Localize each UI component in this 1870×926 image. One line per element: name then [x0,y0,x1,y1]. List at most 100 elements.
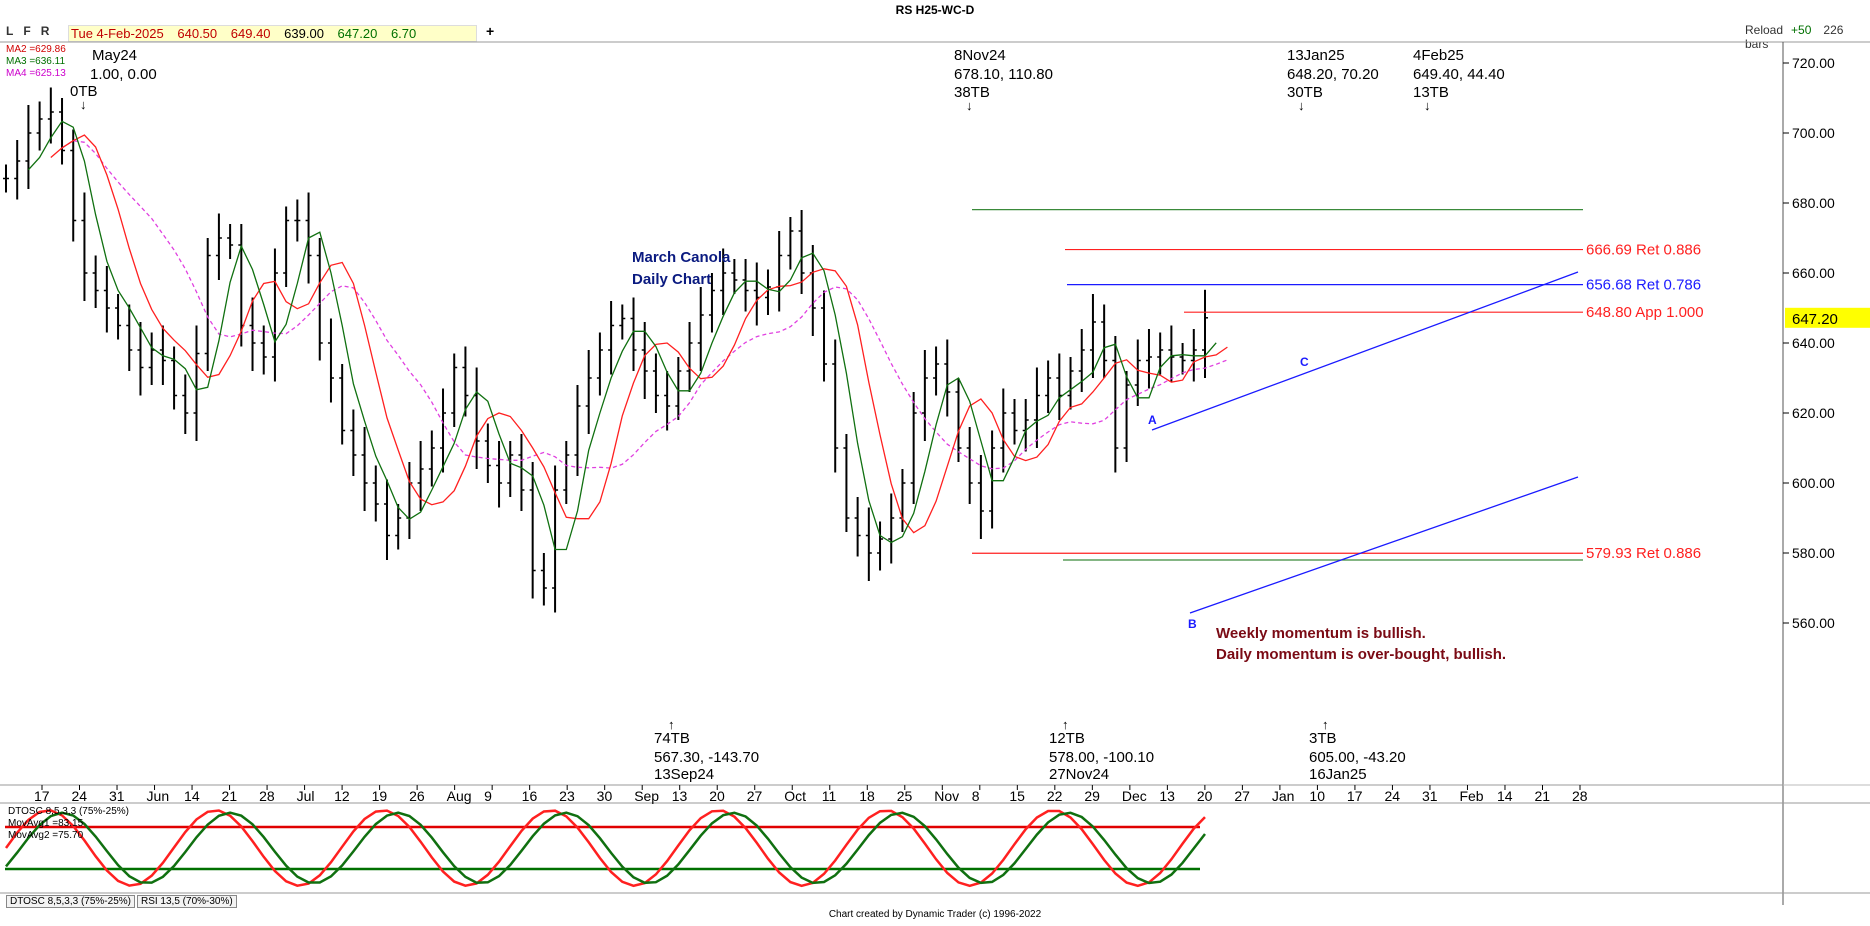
level-label: 666.69 Ret 0.886 [1586,242,1701,259]
low-arrow: ↑ [668,717,675,732]
level-label: 656.68 Ret 0.786 [1586,277,1701,294]
osc-mov2: MovAvg2 =75.70 [8,830,84,841]
last-price-label: 647.20 [1792,311,1838,328]
level-label: 648.80 App 1.000 [1586,304,1704,321]
date-tick-label: 17 [1347,788,1363,804]
low-annot-date: 16Jan25 [1309,766,1367,783]
low-annot-values: 567.30, -143.70 [654,749,759,766]
price-tick-label: 580.00 [1792,545,1835,561]
high-annot-values: 1.00, 0.00 [90,66,157,83]
date-tick-label: 25 [897,788,913,804]
date-tick-label: 28 [259,788,275,804]
date-tick-label: 17 [34,788,50,804]
tab-rsi[interactable]: RSI 13,5 (70%-30%) [136,895,237,908]
date-tick-label: Feb [1459,788,1483,804]
date-tick-label: 19 [372,788,388,804]
date-tick-label: 21 [222,788,238,804]
price-tick-label: 560.00 [1792,615,1835,631]
level-label: 579.93 Ret 0.886 [1586,545,1701,562]
ma2-line [50,134,1228,534]
date-tick-label: Oct [784,788,806,804]
quote-low: 639.00 [284,26,324,41]
high-annot-values: 648.20, 70.20 [1287,66,1379,83]
ma4-line [61,140,1228,470]
chart-title-line1: March Canola [632,249,731,266]
high-annot-date: May24 [92,47,137,64]
quote-change: 6.70 [390,26,417,41]
quote-high: 649.40 [230,26,271,41]
footer-credit: Chart created by Dynamic Trader (c) 1996… [828,909,1042,920]
date-tick-label: 21 [1534,788,1550,804]
date-tick-label: 14 [1497,788,1513,804]
high-arrow: ↓ [1424,98,1431,113]
low-annot-tb: 12TB [1049,730,1085,747]
date-tick-label: 20 [709,788,725,804]
high-annot-values: 678.10, 110.80 [954,66,1053,83]
pattern-label-a: A [1148,413,1157,427]
high-arrow: ↓ [80,97,87,112]
date-tick-label: 22 [1047,788,1063,804]
ma4-legend: MA4 =625.13 [6,68,66,79]
ma3-line [27,120,1217,551]
date-tick-label: 30 [597,788,613,804]
quote-close: 647.20 [337,26,378,41]
date-tick-label: 28 [1572,788,1588,804]
low-annot-date: 27Nov24 [1049,766,1109,783]
date-tick-label: 31 [1422,788,1438,804]
date-tick-label: 26 [409,788,425,804]
reload-plus: +50 [1791,23,1812,37]
date-tick-label: 31 [109,788,125,804]
chart-window-title: RS H25-WC-D [895,3,975,17]
osc-mov1: MovAvg1 =83.15 [8,818,84,829]
price-tick-label: 600.00 [1792,475,1835,491]
tab-dtosc[interactable]: DTOSC 8,5,3,3 (75%-25%) [6,895,135,908]
commentary-weekly: Weekly momentum is bullish. [1216,625,1426,642]
price-tick-label: 660.00 [1792,265,1835,281]
reload-button[interactable]: Reload [1745,23,1784,37]
reload-area[interactable]: Reload +50 226 bars [1745,23,1870,51]
osc-title: DTOSC 8,5,3,3 (75%-25%) [8,806,129,817]
last-price-box [1785,307,1870,328]
pattern-label-c: C [1300,355,1309,369]
low-annot-date: 13Sep24 [654,766,714,783]
date-tick-label: 8 [972,788,980,804]
high-annot-tb: 30TB [1287,84,1323,101]
date-tick-label: 29 [1084,788,1100,804]
date-tick-label: 24 [72,788,88,804]
tool-l[interactable]: L [6,24,14,38]
date-tick-label: 15 [1009,788,1025,804]
date-tick-label: 20 [1197,788,1213,804]
high-arrow: ↓ [1298,98,1305,113]
ma2-legend: MA2 =629.86 [6,44,66,55]
price-tick-label: 620.00 [1792,405,1835,421]
date-tick-label: 13 [1159,788,1175,804]
date-tick-label: 13 [672,788,688,804]
date-tick-label: 27 [747,788,763,804]
date-tick-label: 27 [1234,788,1250,804]
chart-title-line2: Daily Chart [632,271,711,288]
low-annot-values: 605.00, -43.20 [1309,749,1406,766]
quote-date: Tue 4-Feb-2025 [71,26,164,41]
commentary-daily: Daily momentum is over-bought, bullish. [1216,646,1506,663]
tool-r[interactable]: R [40,24,50,38]
high-annot-date: 13Jan25 [1287,47,1345,64]
channel-upper [1151,271,1579,431]
high-annot-tb: 38TB [954,84,990,101]
price-tick-label: 680.00 [1792,195,1835,211]
date-tick-label: 12 [334,788,350,804]
tool-f[interactable]: F [23,24,31,38]
price-tick-label: 720.00 [1792,55,1835,71]
date-tick-label: Nov [934,788,959,804]
date-tick-label: Jun [147,788,170,804]
channel-lower [1189,476,1579,614]
high-annot-values: 649.40, 44.40 [1413,66,1505,83]
high-annot-tb: 0TB [70,83,98,100]
date-tick-label: Sep [634,788,659,804]
add-button[interactable]: + [486,23,495,39]
indicator-tabs[interactable]: DTOSC 8,5,3,3 (75%-25%) RSI 13,5 (70%-30%… [6,895,239,908]
low-annot-tb: 74TB [654,730,690,747]
osc-movavg1-line [4,809,1206,888]
date-tick-label: 24 [1384,788,1400,804]
